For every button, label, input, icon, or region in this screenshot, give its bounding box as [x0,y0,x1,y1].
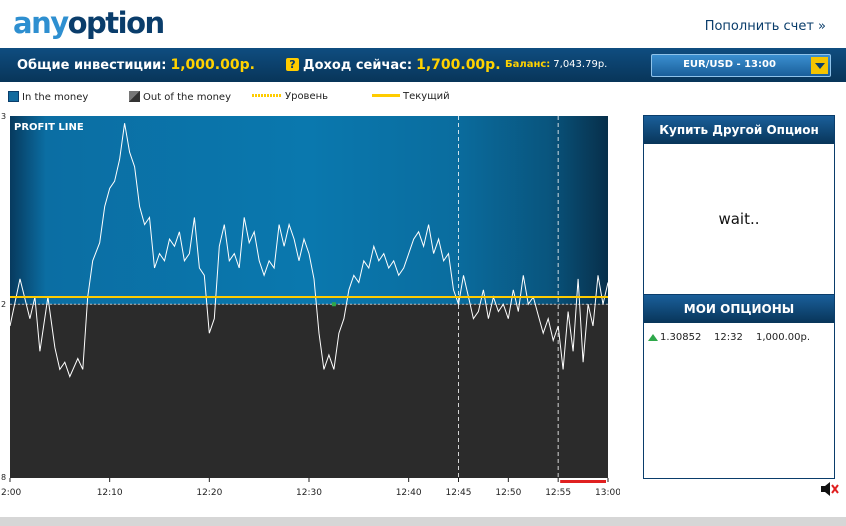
current-line-swatch-icon [372,94,400,97]
x-axis-tick-label: 12:45 [446,488,472,498]
option-level: 1.30852 [660,332,702,343]
x-axis-tick-label: 13:00 [595,488,620,498]
options-panel: Купить Другой Опцион wait.. МОИ ОПЦИОНЫ … [643,115,835,479]
balance: Баланс: 7,043.79р. [505,59,607,70]
footer-bar [0,517,846,526]
y-axis-label: 8 [1,473,6,482]
my-options-header: МОИ ОПЦИОНЫ [644,295,834,323]
asset-select-value: EUR/USD - 13:00 [683,59,776,70]
x-axis-tick-label: 12:50 [495,488,521,498]
chevron-down-icon[interactable] [811,57,828,74]
x-axis-tick-label: 12:55 [545,488,571,498]
in-money-swatch-icon [8,91,19,102]
legend-level: Уровень [252,91,328,102]
current-income-label: Доход сейчас: [303,58,413,73]
price-series-line [9,123,609,378]
x-axis-tick-label: 12:30 [296,488,322,498]
chart-legend: In the money Out of the money Уровень Те… [0,89,640,105]
option-amount: 1,000.00р. [756,332,811,343]
total-investment: Общие инвестиции: 1,000.00р. [17,57,255,73]
option-row[interactable]: 1.30852 12:32 1,000.00р. [644,330,834,348]
x-axis-tick-label: 12:10 [97,488,123,498]
level-line-swatch-icon [252,94,282,97]
buy-another-option-header[interactable]: Купить Другой Опцион [644,116,834,144]
arrow-up-icon [648,334,658,341]
speaker-muted-icon[interactable] [820,481,840,497]
balance-label: Баланс: [505,59,551,70]
out-of-the-money-zone [10,304,608,478]
expiry-range-marker [560,480,606,483]
legend-in-money: In the money [8,91,88,103]
total-investment-value: 1,000.00р. [170,57,255,73]
legend-out-money: Out of the money [129,91,231,103]
entry-point-marker [331,302,336,307]
question-icon[interactable]: ? [286,58,299,71]
chart-title: PROFIT LINE [14,122,84,133]
in-the-money-zone [10,116,608,305]
anyoption-logo[interactable]: anyoption [13,6,165,40]
deposit-link[interactable]: Пополнить счет » [704,19,826,34]
wait-message: wait.. [644,144,834,295]
legend-current: Текущий [372,91,450,102]
current-income-value: 1,700.00р. [416,57,501,73]
out-money-swatch-icon [129,91,140,102]
x-axis-tick-label: 12:40 [396,488,422,498]
y-axis-label: 3 [1,112,6,121]
total-investment-label: Общие инвестиции: [17,58,167,73]
profit-line-chart: PROFIT LINE 3 2 8 2:00 12:10 12:20 12:30 12:40… [1,112,620,498]
asset-select[interactable]: EUR/USD - 13:00 [651,54,831,77]
y-axis-label: 2 [1,300,6,309]
x-axis-tick-label: 12:20 [196,488,222,498]
current-income: ? Доход сейчас: 1,700.00р. [286,57,501,73]
x-axis-tick-label: 2:00 [1,488,21,498]
balance-value: 7,043.79р. [553,59,608,70]
header: anyoption Пополнить счет » [0,0,846,48]
option-time: 12:32 [714,332,743,343]
